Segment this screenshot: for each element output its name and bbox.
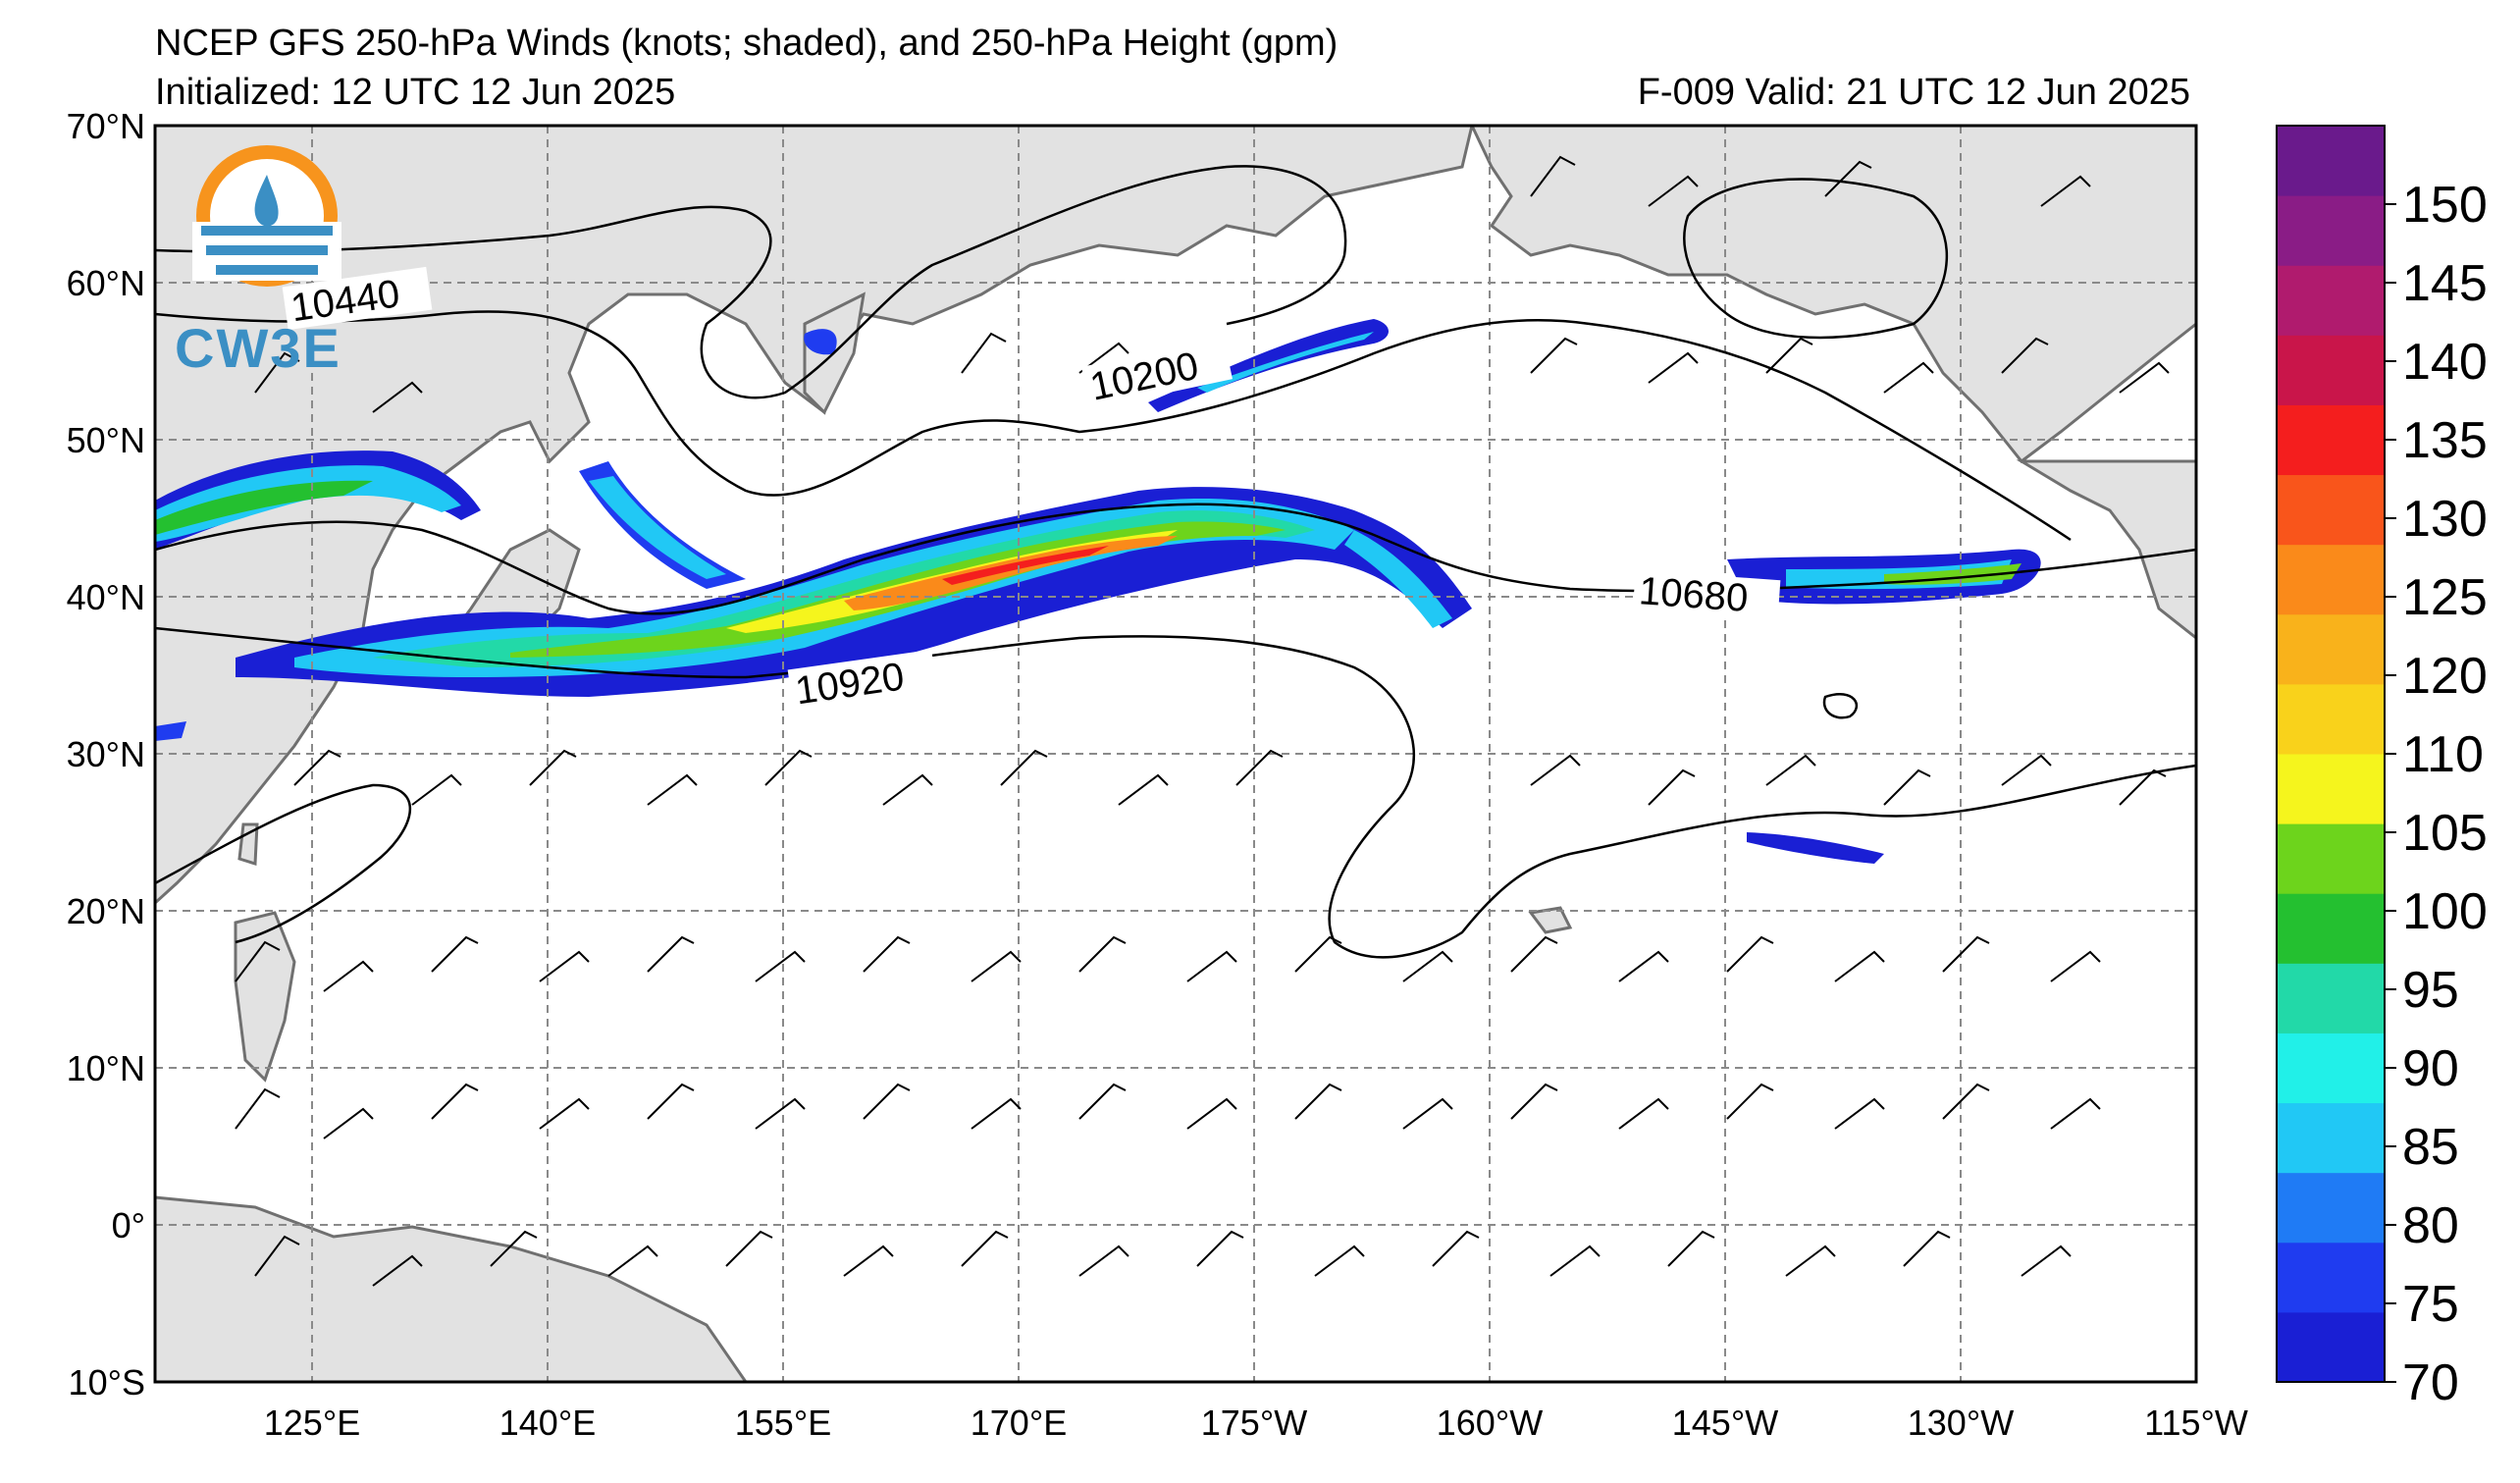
colorbar-label: 110: [2402, 726, 2484, 783]
colorbar-label: 130: [2402, 491, 2488, 548]
initialized-time: Initialized: 12 UTC 12 Jun 2025: [155, 72, 676, 113]
lon-label: 145°W: [1672, 1403, 1778, 1443]
new-guinea-landmass: [155, 1195, 748, 1382]
colorbar-swatch: [2277, 613, 2385, 685]
hawaii-landmass: [1528, 906, 1573, 934]
map-title: NCEP GFS 250-hPa Winds (knots; shaded), …: [155, 23, 1339, 64]
logo-text: CW3E: [175, 317, 341, 379]
lon-label: 160°W: [1437, 1403, 1543, 1443]
colorbar-label: 145: [2402, 255, 2488, 312]
lat-label: 70°N: [67, 106, 145, 146]
longitude-labels: 125°E 140°E 155°E 170°E 175°W 160°W 145°…: [264, 1403, 2248, 1443]
colorbar-swatch: [2277, 1033, 2385, 1104]
lat-label: 60°N: [67, 263, 145, 303]
colorbar-swatch: [2277, 474, 2385, 546]
lat-label: 10°N: [67, 1048, 145, 1088]
lat-label: 40°N: [67, 577, 145, 617]
valid-time: F-009 Valid: 21 UTC 12 Jun 2025: [1637, 72, 2190, 113]
colorbar-label: 80: [2402, 1197, 2459, 1254]
colorbar-label: 90: [2402, 1040, 2459, 1097]
colorbar-label: 75: [2402, 1276, 2459, 1333]
colorbar-label: 70: [2402, 1354, 2459, 1411]
colorbar-label: 85: [2402, 1119, 2459, 1176]
colorbar-swatch: [2277, 963, 2385, 1033]
colorbar-label: 150: [2402, 177, 2488, 234]
colorbar: 70 75 80 85 90 95 100 105 110 120 125 130 135 140 145 1…: [2276, 125, 2488, 1411]
contour-label-10680: 10680: [1638, 569, 1750, 620]
colorbar-swatch: [2277, 893, 2385, 964]
lon-label: 115°W: [2144, 1403, 2248, 1443]
colorbar-label: 125: [2402, 569, 2488, 626]
cw3e-logo: [192, 145, 341, 287]
colorbar-swatch: [2277, 1102, 2385, 1174]
map-frame: [153, 124, 2198, 1384]
graticule: [155, 126, 2196, 1382]
colorbar-swatch: [2277, 126, 2385, 196]
lon-label: 140°E: [499, 1403, 596, 1443]
lon-label: 155°E: [735, 1403, 831, 1443]
taiwan-landmass: [237, 822, 259, 867]
colorbar-swatch: [2277, 683, 2385, 755]
lon-label: 125°E: [264, 1403, 360, 1443]
colorbar-label: 105: [2402, 805, 2488, 862]
lat-label: 30°N: [67, 734, 145, 774]
colorbar-swatch: [2277, 265, 2385, 336]
lat-label: 50°N: [67, 420, 145, 460]
lon-label: 170°E: [971, 1403, 1067, 1443]
lon-label: 130°W: [1908, 1403, 2014, 1443]
colorbar-swatch: [2277, 544, 2385, 615]
colorbar-swatch: [2277, 404, 2385, 476]
alaska-landmass: [1470, 126, 2196, 464]
latitude-labels: 70°N 60°N 50°N 40°N 30°N 20°N 10°N 0° 10…: [67, 106, 145, 1403]
colorbar-swatch: [2277, 1311, 2385, 1383]
colorbar-swatch: [2277, 335, 2385, 405]
height-contours: [155, 165, 2196, 959]
colorbar-swatch: [2277, 1172, 2385, 1244]
colorbar-label: 135: [2402, 412, 2488, 469]
colorbar-swatch: [2277, 195, 2385, 266]
lat-label: 20°N: [67, 891, 145, 931]
colorbar-label: 95: [2402, 962, 2459, 1019]
colorbar-swatch: [2277, 754, 2385, 824]
lat-label: 10°S: [69, 1362, 145, 1403]
wind-barbs: [235, 155, 2170, 1287]
north-america-landmass: [2016, 459, 2196, 640]
land-layer: [155, 126, 2196, 1382]
lon-label: 175°W: [1201, 1403, 1307, 1443]
colorbar-label: 100: [2402, 883, 2488, 940]
colorbar-swatch: [2277, 823, 2385, 894]
wind-speed-shading: [155, 319, 2041, 864]
colorbar-label: 140: [2402, 334, 2488, 391]
lat-label: 0°: [112, 1205, 145, 1245]
philippines-landmass: [234, 911, 296, 1083]
asia-landmass: [155, 126, 1474, 906]
colorbar-swatch: [2277, 1242, 2385, 1313]
colorbar-label: 120: [2402, 648, 2488, 705]
